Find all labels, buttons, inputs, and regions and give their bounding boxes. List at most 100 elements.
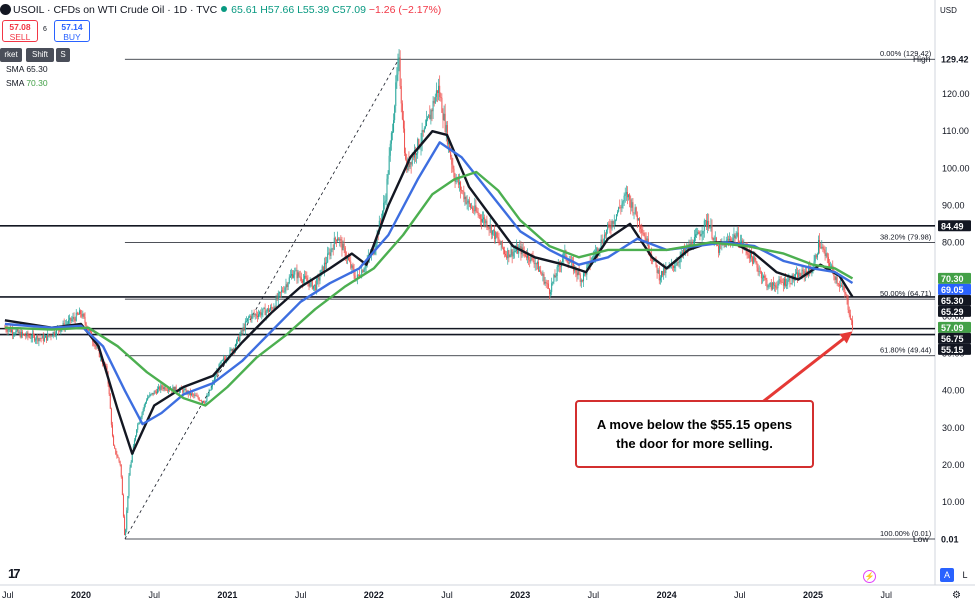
candle-body <box>363 269 365 273</box>
candle-body <box>13 334 15 335</box>
candle-body <box>580 280 582 282</box>
candle-body <box>552 281 554 284</box>
candle-body <box>331 248 333 250</box>
candle-body <box>562 258 564 263</box>
candle-body <box>387 174 389 179</box>
indicator-sma-2[interactable]: SMA 70.30 <box>6 78 48 88</box>
candle-body <box>319 276 321 281</box>
candle-body <box>275 297 277 307</box>
candle-body <box>175 386 177 391</box>
buy-button[interactable]: 57.14 BUY <box>54 20 90 42</box>
candle-body <box>208 390 210 396</box>
candle-body <box>88 330 90 331</box>
annotation-callout[interactable]: A move below the $55.15 opens the door f… <box>575 400 814 468</box>
candle-body <box>276 297 278 300</box>
candle-body <box>298 272 300 277</box>
candle-body <box>245 321 247 322</box>
candle-body <box>309 281 311 287</box>
candle-body <box>601 239 603 243</box>
sma-line[interactable] <box>4 170 854 407</box>
candle-body <box>361 270 363 277</box>
candle-body <box>314 284 316 286</box>
candle-body <box>143 404 145 409</box>
candle-body <box>315 284 317 291</box>
candle-body <box>652 258 654 262</box>
candle-body <box>386 178 388 200</box>
price-tag <box>938 294 971 306</box>
candle-body <box>775 285 777 288</box>
candle-body <box>391 131 393 133</box>
s-chip[interactable]: S <box>56 48 70 62</box>
candle-body <box>136 429 138 436</box>
candle-body <box>536 261 538 265</box>
candle-body <box>215 376 217 378</box>
candle-body <box>789 278 791 284</box>
candle-body <box>429 114 431 120</box>
candle-body <box>198 398 200 401</box>
x-tick-label: Jul <box>734 590 746 600</box>
candle-body <box>332 248 334 250</box>
candle-body <box>293 274 295 278</box>
settings-gear-icon[interactable]: ⚙ <box>952 590 961 601</box>
candle-body <box>294 270 296 275</box>
interval-label[interactable]: 1D <box>173 4 188 16</box>
candle-body <box>396 74 398 83</box>
candle-body <box>492 229 494 231</box>
candle-body <box>690 241 692 247</box>
candle-body <box>242 327 244 332</box>
price-tag <box>938 332 971 344</box>
candle-body <box>827 256 829 264</box>
candle-body <box>316 279 318 291</box>
symbol-name[interactable]: USOIL <box>13 4 45 16</box>
candle-body <box>156 389 158 394</box>
candle-body <box>261 312 263 316</box>
candle-body <box>79 310 81 315</box>
log-scale-button[interactable]: L <box>962 570 968 580</box>
sma-line[interactable] <box>4 141 854 426</box>
candle-body <box>240 330 242 336</box>
candle-body <box>141 412 143 417</box>
shift-chip[interactable]: Shift <box>26 48 54 62</box>
candle-body <box>539 270 541 272</box>
candle-body <box>628 194 630 198</box>
tradingview-logo-icon[interactable]: 17 <box>8 566 21 581</box>
candle-body <box>489 225 491 229</box>
candle-body <box>379 220 381 222</box>
market-order-chip[interactable]: rket <box>0 48 22 62</box>
indicator-sma-1[interactable]: SMA 65.30 <box>6 64 48 74</box>
candle-body <box>460 182 462 190</box>
price-tag <box>938 220 971 232</box>
candle-body <box>835 277 837 280</box>
currency-label[interactable]: USD <box>940 6 957 15</box>
candle-body <box>658 270 660 281</box>
candle-body <box>798 272 800 280</box>
candle-body <box>794 273 796 279</box>
candle-body <box>270 307 272 310</box>
candle-body <box>380 219 382 221</box>
candle-body <box>461 189 463 191</box>
candle-body <box>119 461 121 465</box>
candle-body <box>110 408 112 425</box>
candle-body <box>734 234 736 239</box>
candle-body <box>663 267 665 276</box>
candle-body <box>417 139 419 154</box>
candle-body <box>127 495 129 511</box>
candle-body <box>399 57 401 87</box>
candle-body <box>444 113 446 133</box>
sell-button[interactable]: 57.08 SELL <box>2 20 38 42</box>
candle-body <box>736 232 738 236</box>
candle-body <box>573 261 575 272</box>
candle-body <box>438 85 440 93</box>
candle-body <box>223 358 225 360</box>
candle-body <box>15 331 17 335</box>
candle-body <box>558 264 560 267</box>
candle-body <box>286 284 288 288</box>
candle-body <box>154 391 156 393</box>
auto-scale-button[interactable]: A <box>940 568 954 582</box>
candle-body <box>39 338 41 339</box>
candle-body <box>26 332 28 337</box>
candle-body <box>243 327 245 330</box>
candle-body <box>287 283 289 288</box>
flash-icon[interactable]: ⚡ <box>863 570 876 583</box>
